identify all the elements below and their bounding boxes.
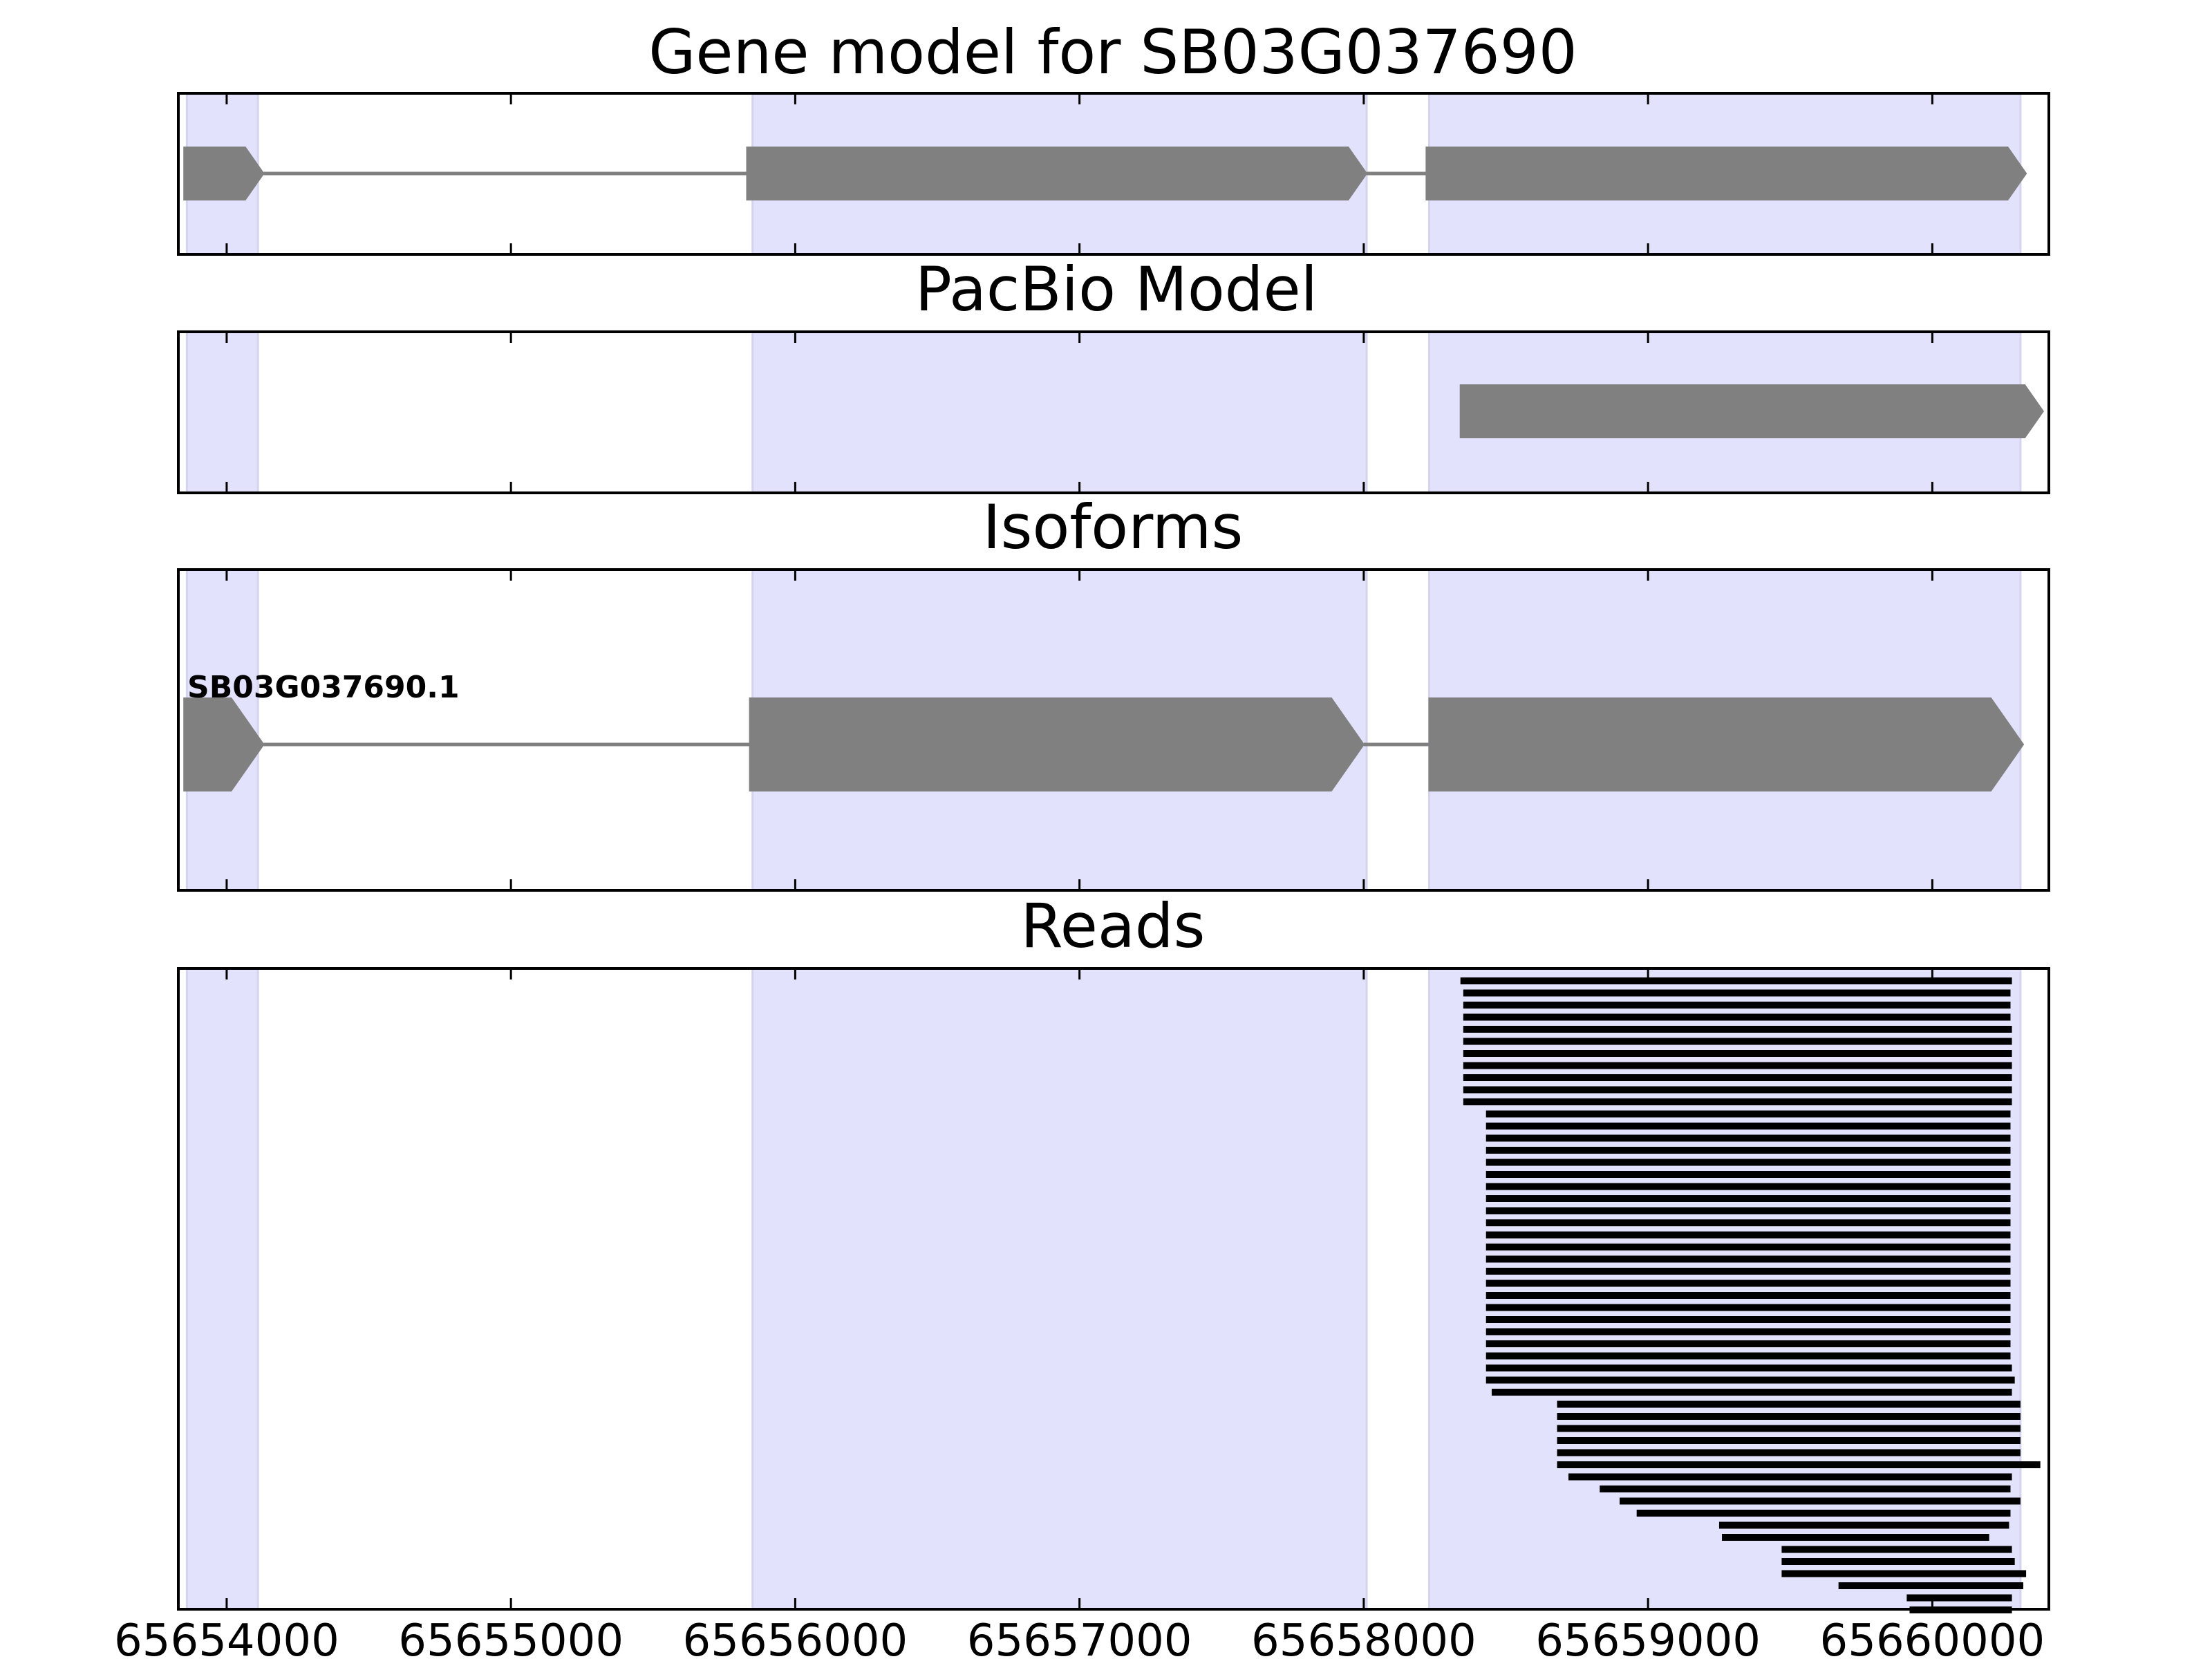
read-bar (1906, 1594, 2012, 1602)
read-bar (1463, 1086, 2012, 1094)
read-bar (1600, 1485, 2011, 1492)
exon-feature (183, 147, 265, 200)
read-bar (1838, 1582, 2023, 1589)
x-tick-label: 65656000 (683, 1615, 908, 1659)
panel-isoforms: Isoforms SB03G037690.1 (177, 491, 2050, 892)
read-bar (1781, 1558, 2015, 1565)
read-bar (1718, 1521, 2009, 1529)
read-bar (1485, 1352, 2011, 1360)
axes-frame (177, 330, 2050, 494)
read-bar (1636, 1510, 2011, 1517)
read-bar (1485, 1292, 2011, 1299)
read-bar (1463, 1026, 2012, 1033)
axes-frame (177, 92, 2050, 256)
read-bar (1557, 1413, 2021, 1420)
x-tick-label: 65659000 (1535, 1615, 1761, 1659)
read-bar (1620, 1497, 2021, 1505)
read-bar (1485, 1147, 2011, 1154)
read-bar (1463, 989, 2011, 997)
exon-feature (1459, 384, 2044, 438)
x-tick-label: 65658000 (1251, 1615, 1477, 1659)
read-bar (1485, 1183, 2011, 1190)
read-bar (1463, 1013, 2011, 1021)
read-bar (1485, 1123, 2011, 1130)
read-bar (1463, 1062, 2012, 1069)
read-bar (1485, 1328, 2011, 1335)
read-bar (1485, 1231, 2011, 1239)
exon-feature (1425, 147, 2027, 200)
read-bar (1485, 1195, 2011, 1202)
panel-title-pacbio-model: PacBio Model (915, 254, 1318, 325)
axis-ticks (225, 570, 1933, 890)
isoform-features (183, 697, 2025, 791)
read-bar (1485, 1134, 2011, 1142)
read-bar (1557, 1449, 2021, 1456)
pacbio-features (1459, 384, 2044, 438)
read-bar (1722, 1534, 1989, 1541)
panel-reads: Reads (177, 890, 2050, 1613)
read-bar (1485, 1268, 2011, 1275)
panel-title-reads: Reads (1021, 890, 1206, 962)
panel-pacbio-model: PacBio Model (177, 254, 2050, 494)
read-bar (1485, 1280, 2011, 1287)
axis-ticks (225, 332, 1933, 493)
read-bar (1485, 1110, 2011, 1118)
read-bar (1781, 1570, 2027, 1577)
read-bar (1463, 1002, 2011, 1009)
shaded-exon-region (751, 967, 1368, 1611)
axis-ticks (225, 968, 1933, 1609)
axes-frame (177, 967, 2050, 1611)
read-bar (1485, 1255, 2011, 1263)
x-tick-label: 65657000 (967, 1615, 1192, 1659)
read-bar (1781, 1546, 2012, 1553)
read-bar (1463, 1074, 2012, 1081)
read-bar (1557, 1425, 2021, 1432)
read-bar (1485, 1376, 2015, 1384)
gene-features (183, 147, 2027, 200)
read-bars (1460, 977, 2041, 1613)
axis-ticks (225, 93, 1933, 254)
x-axis-tick-labels: 65654000 65655000 65656000 65657000 65658000… (114, 1615, 2045, 1659)
shaded-exon-region (751, 330, 1368, 494)
panel-gene-model: Gene model for SB03G037690 (177, 17, 2050, 256)
read-bar (1463, 1098, 2012, 1105)
read-bar (1557, 1461, 2041, 1468)
axes-frame (177, 568, 2050, 892)
exon-feature (183, 697, 265, 791)
read-bar (1485, 1159, 2011, 1166)
shaded-exon-region (185, 330, 259, 494)
read-bar (1463, 1038, 2012, 1045)
panel-title-gene-model: Gene model for SB03G037690 (648, 17, 1577, 88)
exon-feature (1428, 697, 2025, 791)
x-tick-label: 65660000 (1820, 1615, 2045, 1659)
exon-feature (749, 697, 1365, 791)
shaded-exon-region (185, 967, 259, 1611)
x-tick-label: 65654000 (114, 1615, 339, 1659)
read-bar (1491, 1389, 2012, 1396)
read-bar (1485, 1365, 2012, 1371)
read-bar (1460, 977, 2012, 984)
exon-feature (746, 147, 1368, 200)
panel-title-isoforms: Isoforms (983, 491, 1244, 563)
read-bar (1557, 1400, 2021, 1408)
x-tick-label: 65655000 (398, 1615, 624, 1659)
read-bar (1557, 1437, 2021, 1444)
read-bar (1485, 1304, 2011, 1311)
read-bar (1485, 1219, 2011, 1226)
read-bar (1485, 1340, 2011, 1347)
read-bar (1485, 1316, 2011, 1323)
read-bar (1463, 1050, 2012, 1057)
read-bar (1485, 1244, 2011, 1250)
read-bar (1485, 1171, 2011, 1178)
read-bar (1485, 1207, 2011, 1215)
isoform-label: SB03G037690.1 (187, 670, 460, 705)
read-bar (1568, 1473, 2012, 1481)
